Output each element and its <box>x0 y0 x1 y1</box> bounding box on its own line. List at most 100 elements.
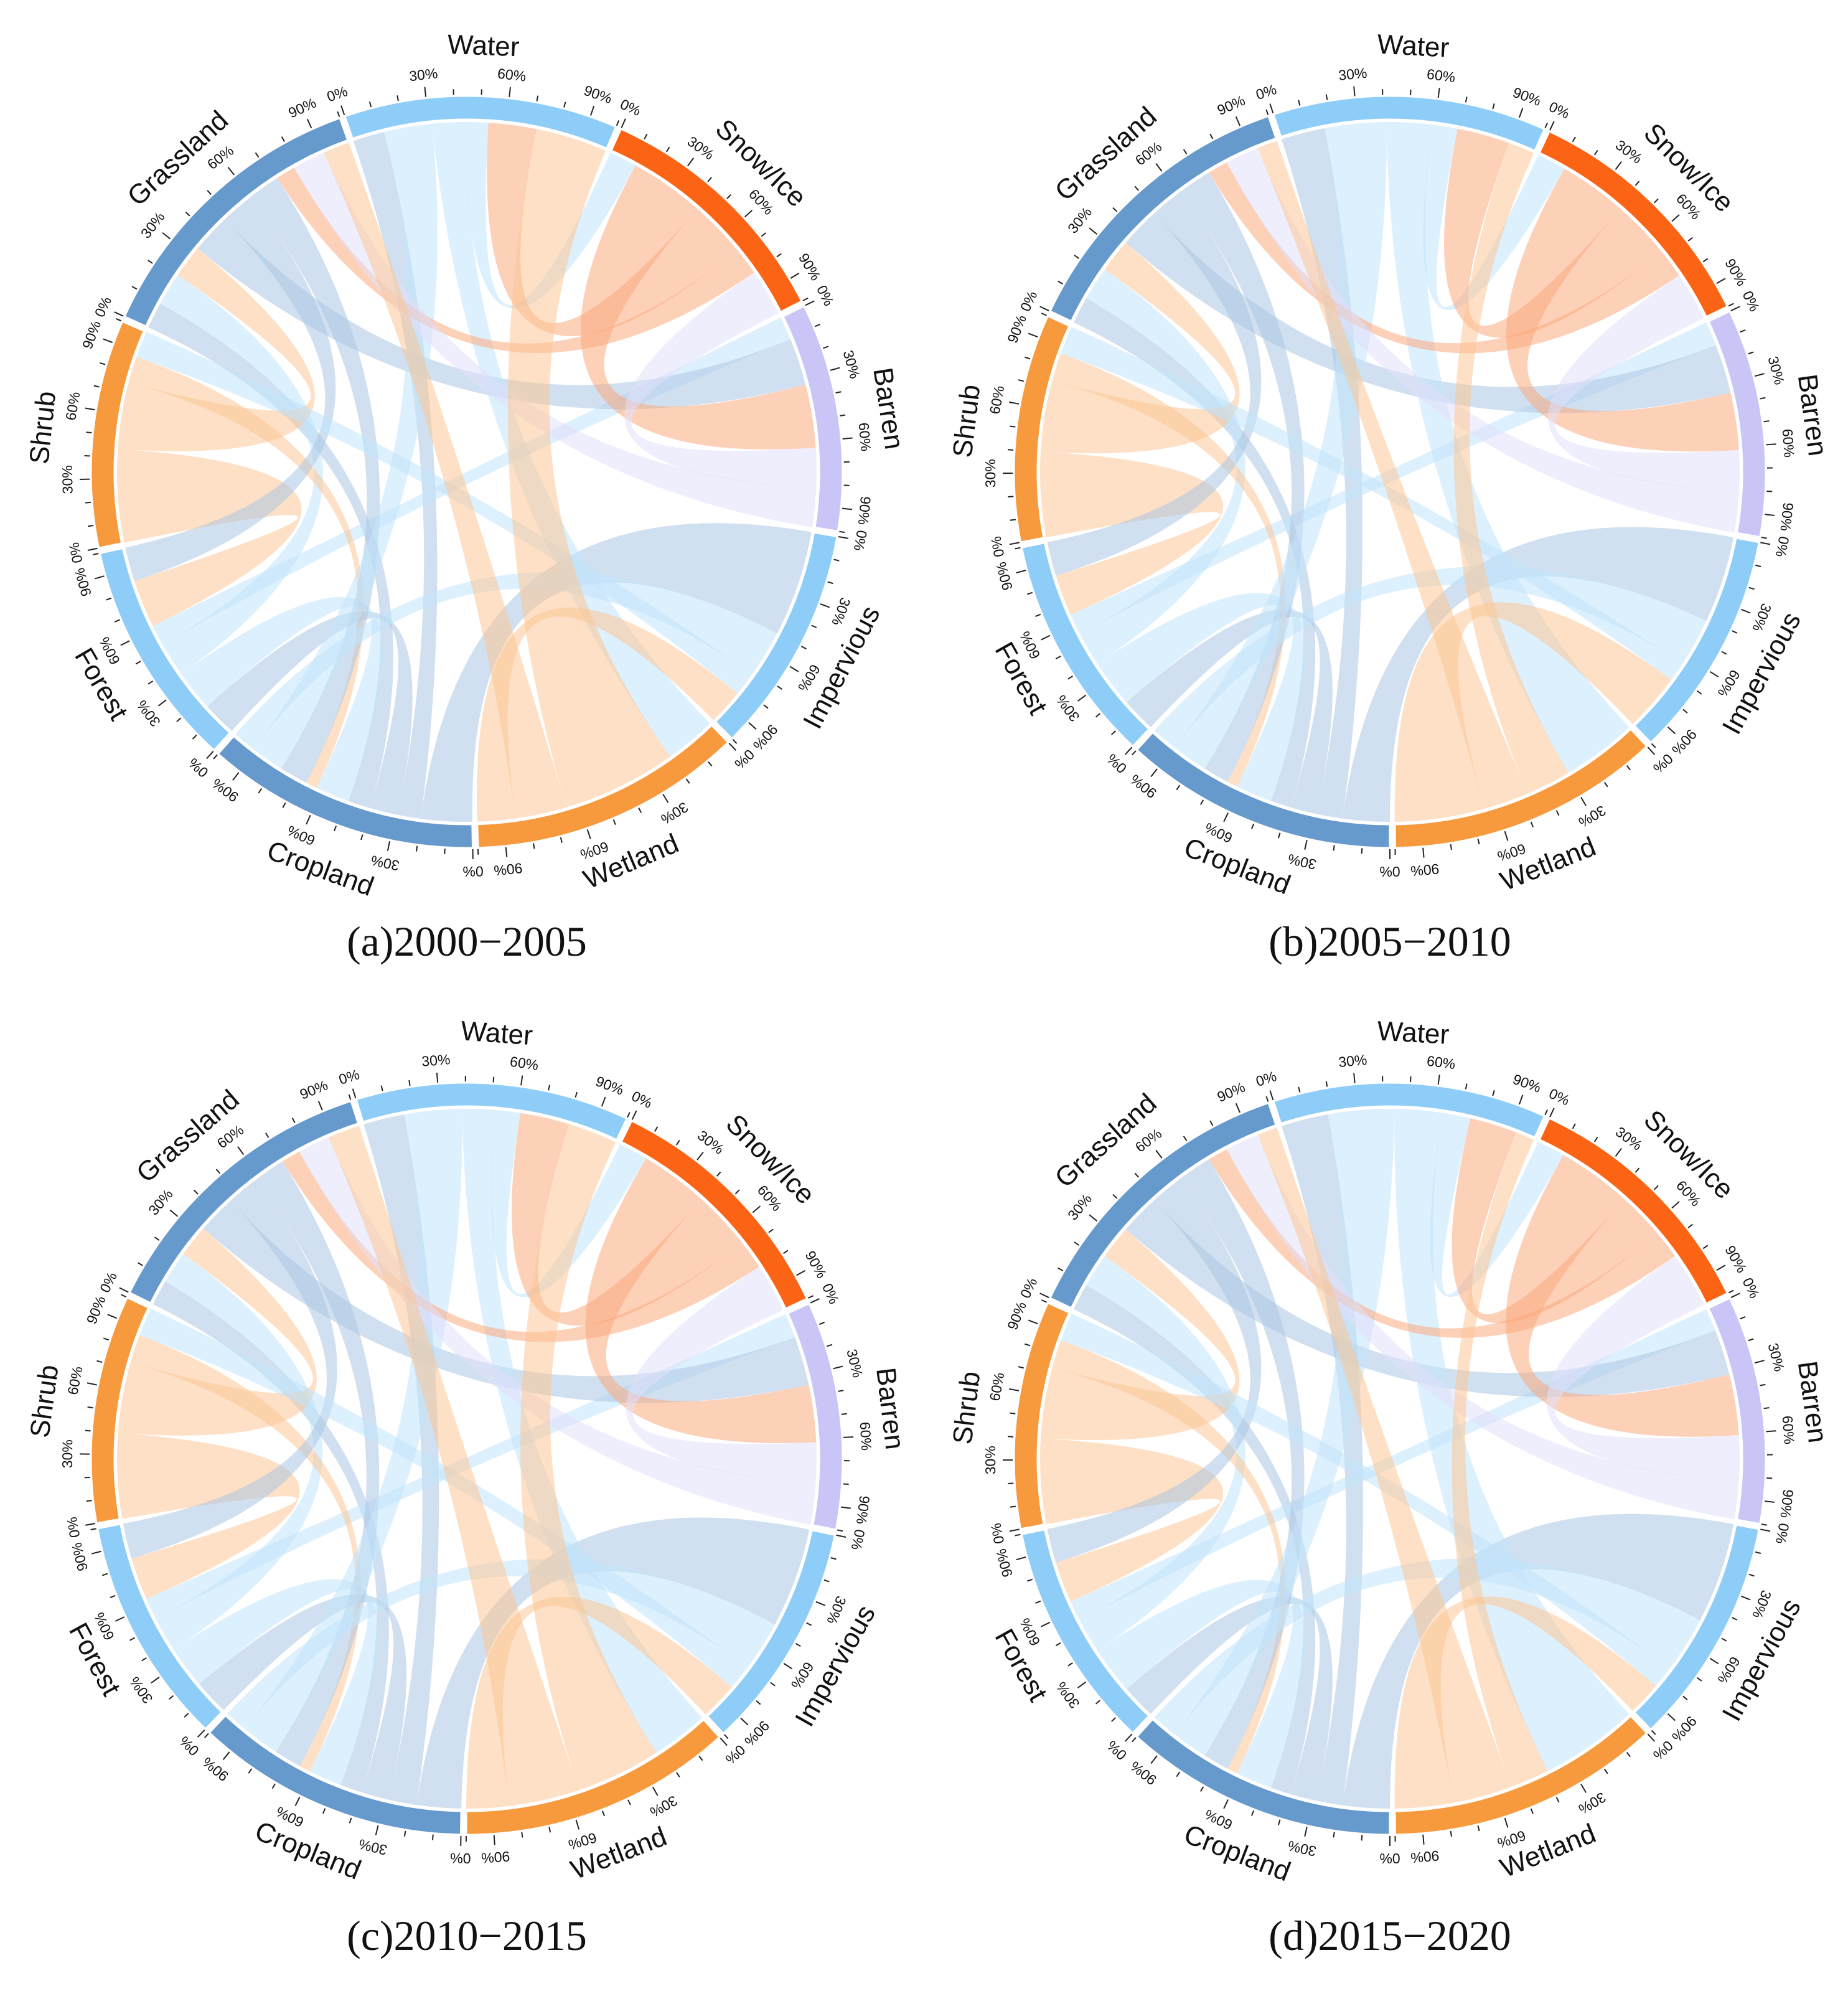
tick-mark <box>341 106 344 115</box>
tick-mark <box>1505 831 1508 840</box>
tick-mark <box>506 847 507 857</box>
tick-mark <box>248 1769 251 1773</box>
tick-mark <box>1135 186 1138 191</box>
tick-mark <box>827 1345 832 1347</box>
tick-mark <box>1423 848 1424 858</box>
tick-mark <box>1697 1678 1701 1681</box>
tick-mark <box>177 718 181 722</box>
tick-mark <box>1333 845 1334 850</box>
tick-mark <box>94 386 100 387</box>
tick-mark <box>194 1190 198 1194</box>
tick-label: 30% <box>421 1051 451 1069</box>
tick-mark <box>1741 610 1750 613</box>
panel-caption: (b)2005−2010 <box>1269 918 1511 965</box>
tick-mark <box>148 260 152 263</box>
tick-mark <box>228 167 234 175</box>
tick-label: 0% <box>63 1516 83 1539</box>
tick-mark <box>1615 162 1621 170</box>
tick-mark <box>1615 1149 1621 1157</box>
tick-mark <box>424 87 426 97</box>
tick-label: 0% <box>1547 1085 1572 1109</box>
tick-mark <box>790 667 799 672</box>
tick-mark <box>1668 1714 1676 1721</box>
tick-mark <box>120 1288 128 1292</box>
tick-mark <box>1362 1835 1363 1840</box>
tick-mark <box>1270 104 1273 113</box>
tick-mark <box>238 1147 243 1155</box>
segment-label-shrub: Shrub <box>24 1363 64 1439</box>
tick-label: 0% <box>325 83 350 105</box>
chord-panel-1: 0%30%60%90%Cropland0%30%60%90%Forest0%30… <box>24 29 909 965</box>
tick-label: 90% <box>83 1294 109 1326</box>
tick-mark <box>1766 444 1776 445</box>
tick-label: 60% <box>987 384 1008 415</box>
tick-mark <box>1176 1772 1180 1776</box>
tick-mark <box>655 1127 657 1132</box>
tick-mark <box>815 324 820 326</box>
tick-mark <box>1252 824 1254 829</box>
segment-label-forest: Forest <box>63 1618 126 1701</box>
tick-mark <box>1078 695 1086 701</box>
tick-mark <box>741 1718 748 1725</box>
tick-mark <box>233 773 239 781</box>
tick-mark <box>1605 1769 1608 1773</box>
tick-mark <box>1008 1436 1013 1437</box>
tick-mark <box>1151 1756 1157 1764</box>
tick-mark <box>416 846 417 852</box>
tick-mark <box>205 1733 209 1738</box>
tick-mark <box>1010 542 1020 544</box>
tick-mark <box>1748 352 1754 354</box>
tick-label: 30% <box>357 1836 389 1858</box>
tick-mark <box>1018 1367 1024 1368</box>
tick-mark <box>1423 1835 1424 1845</box>
tick-mark <box>116 319 121 321</box>
tick-mark <box>106 598 111 600</box>
tick-label: 90% <box>1214 1079 1247 1105</box>
tick-mark <box>1078 1682 1086 1688</box>
tick-mark <box>663 794 668 803</box>
tick-label: 90% <box>1511 1071 1543 1096</box>
tick-mark <box>85 502 91 503</box>
tick-mark <box>548 1085 550 1091</box>
tick-mark <box>1184 149 1187 154</box>
tick-label: 30% <box>982 459 998 487</box>
tick-mark <box>783 1250 788 1253</box>
tick-mark <box>1224 812 1228 821</box>
tick-mark <box>697 1152 703 1160</box>
tick-mark <box>142 1658 147 1661</box>
chord-panel-2: 0%30%60%90%Cropland0%30%60%90%Forest0%30… <box>947 29 1833 965</box>
tick-label: 30% <box>1064 204 1095 236</box>
tick-mark <box>91 1551 101 1554</box>
tick-mark <box>1132 751 1136 755</box>
tick-label: 30% <box>1338 1052 1367 1070</box>
tick-mark <box>801 646 806 649</box>
tick-mark <box>1298 100 1300 106</box>
tick-label: 60% <box>855 422 874 452</box>
tick-mark <box>1025 1344 1030 1346</box>
tick-mark <box>1697 691 1701 694</box>
segment-label-water: Water <box>1376 1016 1450 1050</box>
tick-label: 30% <box>1338 65 1367 83</box>
tick-label: 90% <box>1410 1847 1440 1866</box>
tick-mark <box>1018 380 1024 381</box>
tick-mark <box>677 1773 680 1777</box>
tick-label: 90% <box>594 1073 626 1098</box>
tick-mark <box>88 549 98 550</box>
tick-mark <box>1326 1081 1327 1087</box>
tick-label: 30% <box>1765 1341 1788 1373</box>
tick-mark <box>138 1263 143 1266</box>
tick-mark <box>1749 588 1755 590</box>
tick-mark <box>376 1825 378 1835</box>
tick-mark <box>1760 1385 1765 1386</box>
tick-mark <box>1519 108 1522 118</box>
tick-mark <box>833 1367 843 1369</box>
tick-mark <box>437 1073 438 1083</box>
tick-label: 30% <box>658 799 691 827</box>
tick-label: 90% <box>493 860 523 879</box>
tick-mark <box>1326 95 1327 100</box>
tick-mark <box>1027 1580 1033 1581</box>
tick-label: 30% <box>1287 850 1318 872</box>
tick-label: 30% <box>1053 692 1082 725</box>
tick-mark <box>103 339 113 342</box>
tick-mark <box>1278 833 1280 839</box>
